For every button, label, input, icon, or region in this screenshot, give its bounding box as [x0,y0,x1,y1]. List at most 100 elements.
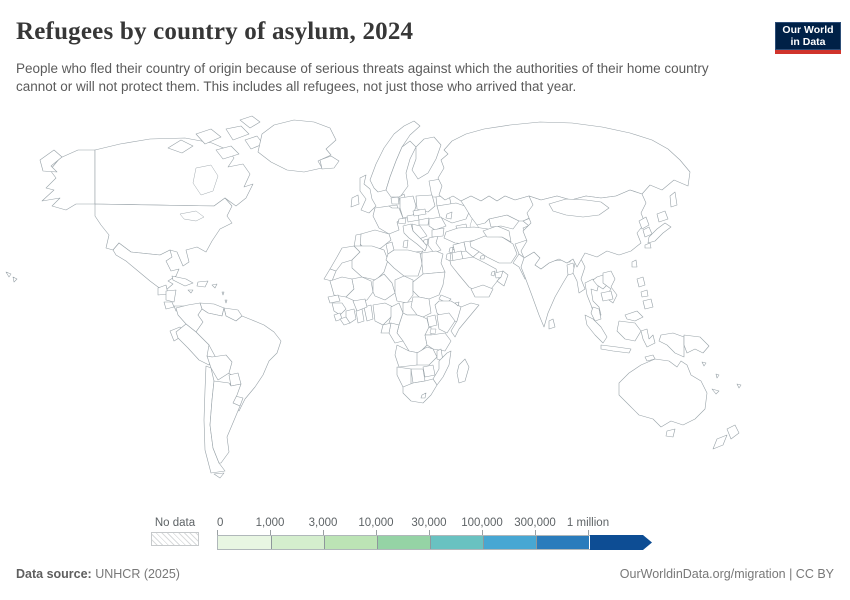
country-japan[interactable] [644,242,652,249]
legend-bin-6[interactable] [536,536,589,549]
country-madagascar[interactable] [456,358,470,384]
country-papua-new-guinea[interactable] [683,334,710,354]
country-botswana[interactable] [410,368,426,384]
country-antilles[interactable] [221,291,225,296]
country-finland[interactable] [411,136,442,180]
legend-bin-0[interactable] [218,536,271,549]
country-yemen[interactable] [470,284,494,298]
country-taiwan[interactable] [631,259,638,268]
country-japan[interactable] [647,222,672,244]
country-guinea[interactable] [331,302,347,316]
country-indonesia[interactable] [584,314,608,344]
country-zimbabwe[interactable] [422,364,436,378]
country-egypt[interactable] [421,250,446,275]
country-senegal[interactable] [327,294,341,304]
country-indonesia[interactable] [600,344,632,354]
country-moldova[interactable] [445,211,453,220]
country-arctic-island[interactable] [225,125,250,141]
country-philippines[interactable] [642,298,654,310]
country-oman[interactable] [496,270,509,287]
country-hawaii[interactable] [5,271,12,278]
country-indonesia[interactable] [640,328,656,348]
country-hispaniola[interactable] [196,280,209,288]
country-indonesia[interactable] [616,320,642,342]
country-south-sudan[interactable] [410,296,432,318]
country-bolivia[interactable] [206,354,233,381]
country-philippines[interactable] [636,276,646,288]
country-mozambique[interactable] [432,350,452,386]
country-new-zealand[interactable] [712,434,728,450]
country-iceland[interactable] [319,155,340,170]
country-lesotho[interactable] [420,392,427,399]
legend-bin-4[interactable] [430,536,483,549]
country-russia-wrap[interactable] [39,149,63,173]
country-united-kingdom[interactable] [359,174,377,214]
owid-license-link[interactable]: OurWorldinData.org/migration | CC BY [619,567,834,581]
country-qatar[interactable] [490,270,496,277]
country-mongolia[interactable] [548,198,610,218]
legend-no-data[interactable]: No data [151,517,199,546]
country-switzerland[interactable] [397,217,407,225]
country-sakhalin[interactable] [669,191,678,208]
country-chad[interactable] [394,275,414,304]
country-tierra-del-fuego[interactable] [213,472,225,479]
country-libya[interactable] [385,249,423,277]
country-ireland[interactable] [350,194,360,208]
country-japan[interactable] [656,210,669,223]
country-honduras[interactable] [165,289,177,303]
country-sweden[interactable] [385,140,417,198]
country-south-africa[interactable] [402,378,438,404]
country-sri-lanka[interactable] [548,318,556,330]
country-costa-rica[interactable] [163,301,175,310]
country-burkina-faso[interactable] [352,298,368,312]
legend-bin-1[interactable] [271,536,324,549]
country-north-korea[interactable] [638,216,650,230]
country-argentina[interactable] [209,380,242,464]
country-jamaica[interactable] [187,289,194,294]
country-cambodia[interactable] [600,290,614,302]
legend-bin-3[interactable] [377,536,430,549]
country-sardinia[interactable] [402,239,409,249]
country-russia[interactable] [437,121,691,202]
country-gabon[interactable] [380,322,392,334]
country-ivory-coast[interactable] [345,308,357,324]
country-greenland[interactable] [257,119,337,173]
country-romania[interactable] [428,216,447,231]
country-lebanon[interactable] [448,246,454,254]
country-france[interactable] [372,205,404,235]
country-solomon-islands[interactable] [701,361,707,367]
country-greece[interactable] [427,235,442,254]
country-tasmania[interactable] [665,428,676,438]
legend-bin-2[interactable] [324,536,377,549]
country-australia[interactable] [618,358,708,428]
country-philippines[interactable] [640,289,649,298]
legend-bin-5[interactable] [483,536,536,549]
country-hawaii[interactable] [12,276,18,283]
country-malaysia[interactable] [590,306,602,322]
legend-bin-arrow[interactable] [590,535,652,550]
country-hungary[interactable] [418,217,430,226]
country-vanuatu[interactable] [715,373,720,379]
country-kenya[interactable] [436,312,456,334]
country-arctic-island[interactable] [195,128,222,145]
country-indonesia-papua[interactable] [658,332,685,358]
country-western-sahara[interactable] [323,268,337,282]
country-fiji[interactable] [736,383,742,389]
country-niger[interactable] [372,273,396,301]
country-somalia[interactable] [450,302,480,338]
country-kuwait[interactable] [479,254,486,260]
country-mexico[interactable] [112,242,180,291]
country-new-caledonia[interactable] [711,388,720,395]
country-arctic-island[interactable] [239,115,261,129]
owid-logo[interactable]: Our World in Data [775,22,841,54]
country-togo-benin[interactable] [363,304,374,322]
country-italy[interactable] [402,223,428,252]
country-malaysia-borneo[interactable] [624,310,644,322]
country-arctic-island[interactable] [167,139,194,154]
country-antilles[interactable] [224,299,228,304]
country-djibouti[interactable] [454,301,460,307]
country-netherlands[interactable] [390,196,400,205]
country-myanmar[interactable] [572,258,586,294]
country-poland[interactable] [415,194,436,213]
country-arctic-island[interactable] [215,145,240,160]
